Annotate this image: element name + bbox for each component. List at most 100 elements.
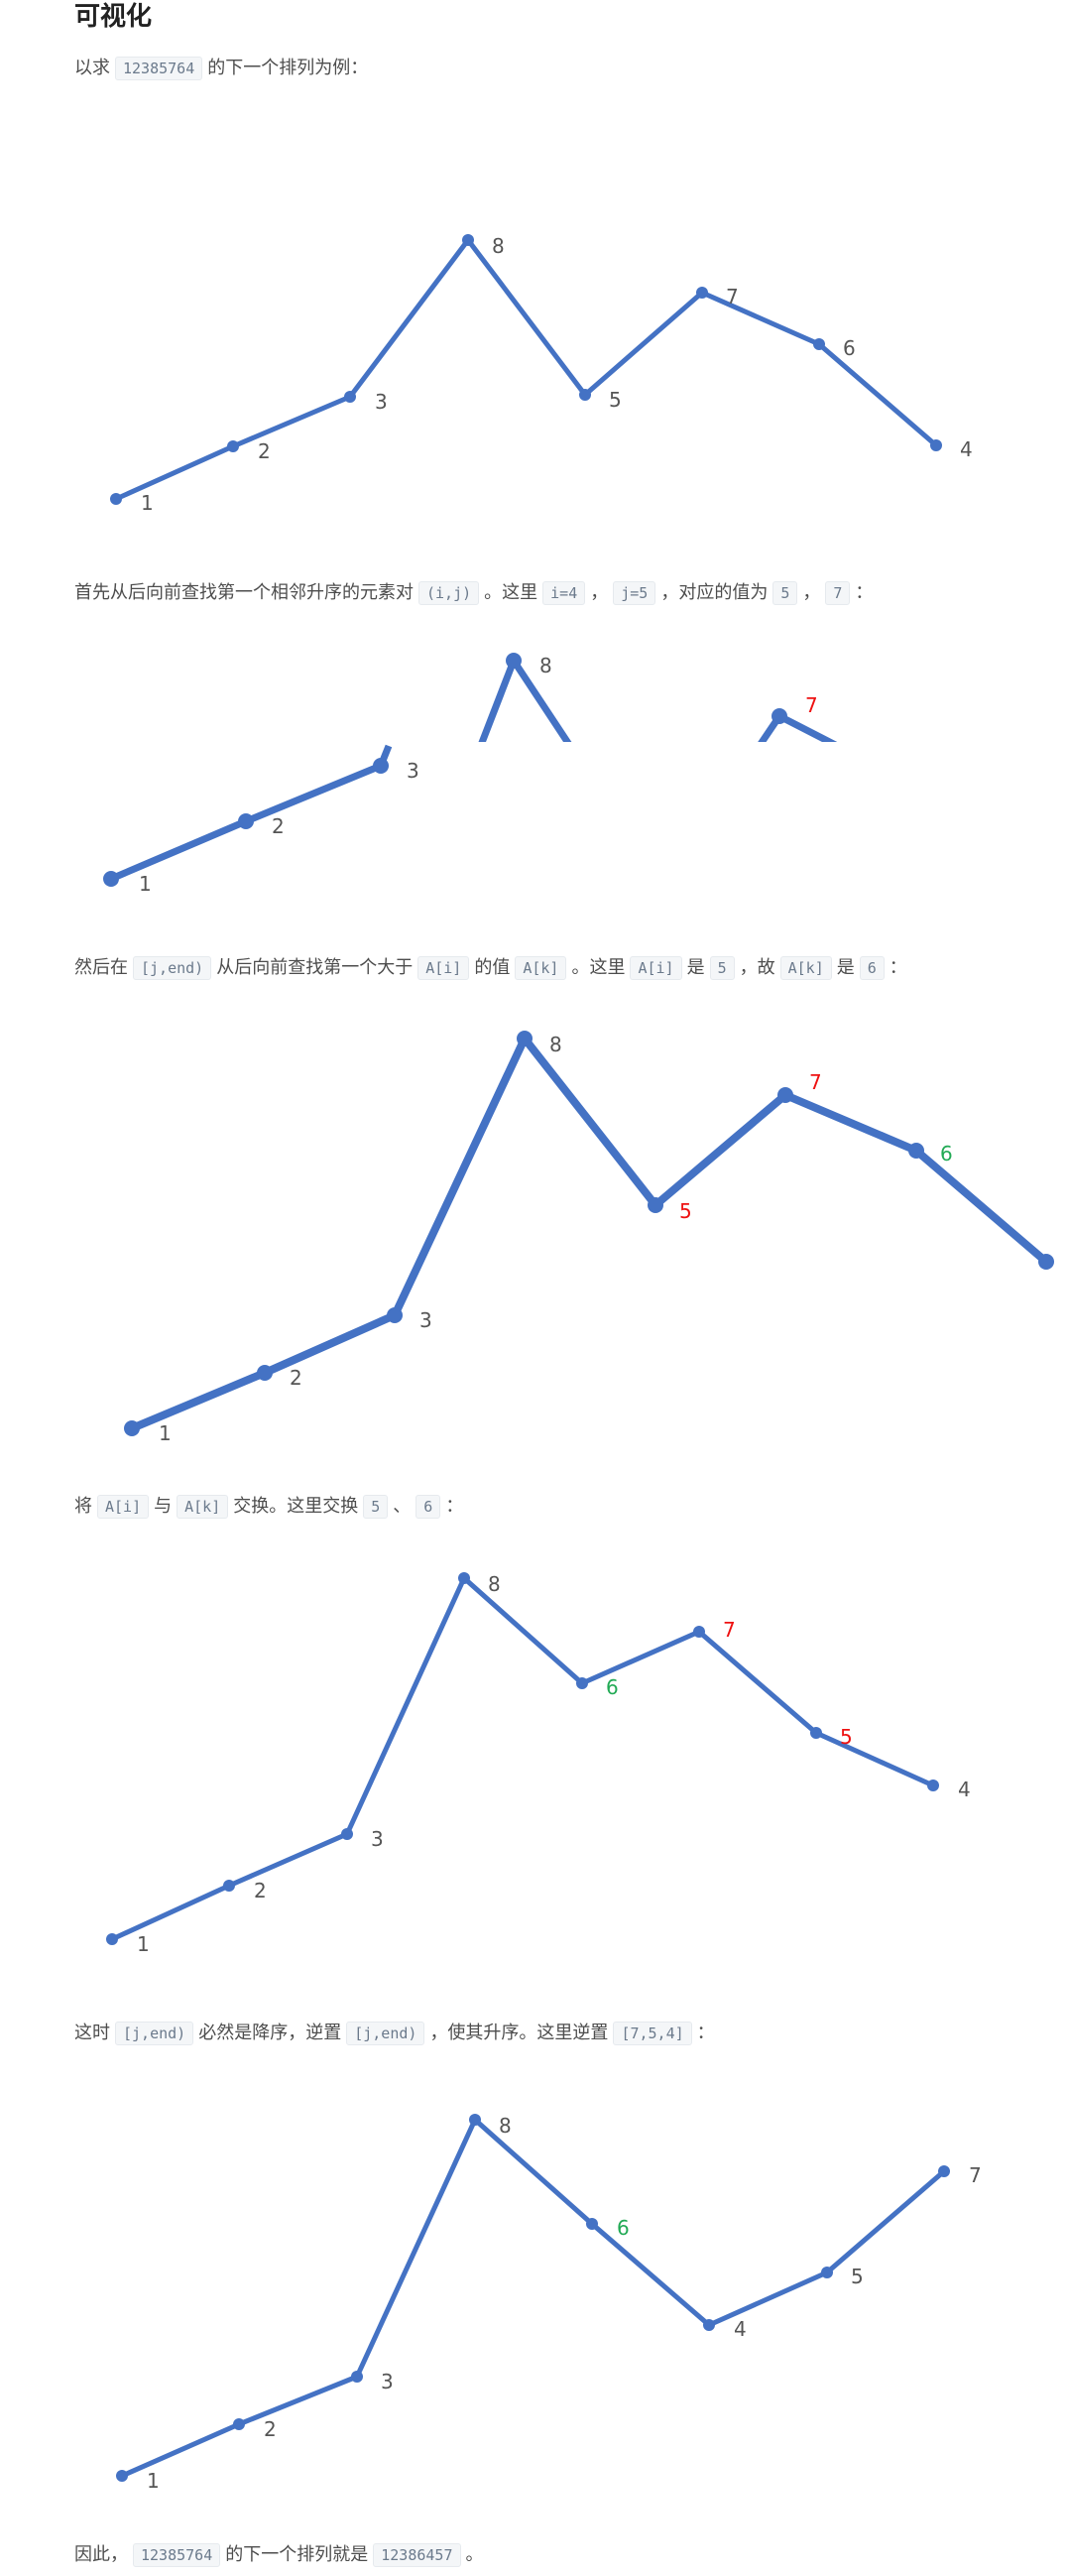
step2-text: ，故: [739, 957, 775, 978]
point-2: 2: [227, 439, 271, 463]
step2-text: 的值: [474, 957, 511, 978]
point-6: 6: [813, 336, 856, 360]
point-label: 7: [726, 285, 739, 308]
ak-code: A[k]: [779, 956, 832, 980]
pair-code: (i,j): [418, 581, 480, 605]
point-8: 8: [458, 1572, 501, 1596]
step1-text: ，: [802, 582, 821, 603]
point-label: 3: [375, 390, 388, 414]
permutation-code: 12385764: [133, 2543, 221, 2567]
point-1: 1: [103, 871, 152, 896]
point-8: 8: [462, 234, 505, 258]
point-6: 6: [576, 1675, 619, 1699]
point-4: 4: [930, 437, 973, 461]
point-label: 1: [147, 2469, 160, 2493]
figure-adjacent-ascending-pair: 1 2 3 8 7: [103, 653, 838, 896]
ai-code: A[i]: [630, 956, 682, 980]
point-7: 7: [693, 1618, 736, 1642]
point-2: 2: [238, 813, 285, 838]
point-label: 8: [488, 1572, 501, 1596]
j-code: j=5: [613, 581, 656, 605]
point-8: 8: [506, 653, 552, 677]
sequence-line-upper-cropped: [478, 657, 838, 742]
point-1: 1: [124, 1420, 172, 1445]
step2-paragraph: 然后在 [j,end) 从后向前查找第一个大于 A[i] 的值 A[k] 。这里 A[i] 是 5…: [74, 955, 907, 981]
point-label: 6: [843, 336, 856, 360]
sequence-line: [120, 2117, 946, 2479]
point-label: 2: [290, 1366, 302, 1390]
conclusion-paragraph: 因此， 12385764 的下一个排列就是 12386457。: [74, 2542, 484, 2568]
point-3: 3: [341, 1827, 384, 1851]
point-label: 7: [969, 2163, 982, 2187]
point-label: 1: [139, 872, 152, 896]
point-label-highlighted: 7: [809, 1070, 822, 1094]
point-label-highlighted: 7: [805, 693, 818, 717]
point-label-highlighted: 6: [940, 1142, 953, 1165]
point-end: [1038, 1254, 1054, 1270]
step2-text: 是: [686, 957, 705, 978]
point-7: 7: [777, 1070, 822, 1103]
step2-text: ：: [889, 957, 907, 978]
intro-text-after: 的下一个排列为例：: [207, 58, 369, 78]
step3-paragraph: 将 A[i] 与 A[k] 交换。这里交换 5、 6：: [74, 1494, 463, 1520]
point-label: 5: [851, 2265, 864, 2288]
conclusion-text: 的下一个排列就是: [225, 2544, 369, 2565]
point-8: 8: [517, 1031, 562, 1056]
point-1: 1: [116, 2469, 160, 2493]
ai-code: A[i]: [417, 956, 470, 980]
point-label-highlighted: 6: [617, 2216, 630, 2240]
point-6: 6: [586, 2216, 630, 2240]
step3-text: 与: [154, 1496, 173, 1517]
step3-text: ：: [445, 1496, 464, 1517]
point-label: 2: [264, 2417, 277, 2441]
conclusion-text: 因此，: [74, 2544, 128, 2565]
point-label: 3: [407, 759, 419, 783]
range-code: [j,end): [133, 956, 212, 980]
sequence-line: [110, 1575, 935, 1942]
figure-after-reverse: 1 2 3 8 6 4 5 7: [116, 2114, 982, 2493]
step1-text: ：: [855, 582, 874, 603]
point-label: 3: [419, 1308, 432, 1332]
point-label: 4: [960, 437, 973, 461]
step4-paragraph: 这时 [j,end) 必然是降序，逆置 [j,end) ，使其升序。这里逆置 [7,5,4…: [74, 2021, 715, 2046]
point-7: 7: [771, 693, 818, 724]
step1-text: ，对应的值为: [660, 582, 769, 603]
point-label-highlighted: 7: [723, 1618, 736, 1642]
reverse-values-code: [7,5,4]: [613, 2022, 692, 2045]
point-3: 3: [344, 390, 388, 414]
step4-text: ，使其升序。这里逆置: [429, 2023, 609, 2043]
sequence-line: [130, 1035, 1049, 1432]
point-7: 7: [938, 2163, 982, 2187]
range-code: [j,end): [346, 2022, 425, 2045]
sequence-line: [114, 237, 938, 502]
point-1: 1: [110, 491, 154, 515]
figure-original-sequence: 1 2 3 8 5 7 6 4: [110, 234, 973, 515]
step3-text: 、: [393, 1496, 412, 1517]
value-i-code: 5: [772, 581, 798, 605]
section-heading: 可视化: [74, 2, 153, 32]
point-5: 5: [810, 1725, 853, 1749]
point-6: 6: [908, 1142, 953, 1165]
point-2: 2: [257, 1365, 302, 1390]
point-label: 8: [539, 654, 552, 677]
point-label-highlighted: 5: [679, 1199, 692, 1223]
point-label-highlighted: 6: [606, 1675, 619, 1699]
point-4: 4: [927, 1778, 971, 1801]
step4-text: ：: [696, 2023, 715, 2043]
step3-text: 交换。这里交换: [233, 1496, 359, 1517]
step1-text: ，: [590, 582, 609, 603]
value-code: 6: [415, 1495, 441, 1519]
next-permutation-code: 12386457: [373, 2543, 461, 2567]
point-label: 8: [549, 1033, 562, 1056]
range-code: [j,end): [115, 2022, 194, 2045]
point-label: 1: [137, 1932, 150, 1956]
point-1: 1: [106, 1932, 150, 1956]
figure-after-swap: 1 2 3 8 6 7 5 4: [106, 1572, 971, 1956]
point-5: 5: [579, 388, 622, 412]
point-label: 5: [609, 388, 622, 412]
point-3: 3: [387, 1307, 432, 1332]
permutation-code: 12385764: [115, 57, 203, 80]
intro-text-before: 以求: [74, 58, 110, 78]
point-label: 2: [258, 439, 271, 463]
point-8: 8: [469, 2114, 512, 2138]
